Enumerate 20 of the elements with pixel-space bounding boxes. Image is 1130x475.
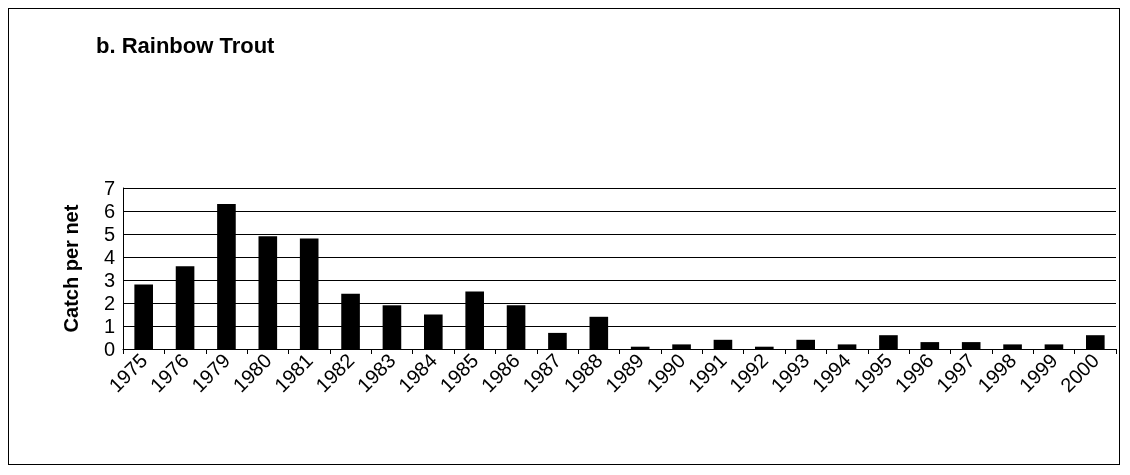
y-tick-label: 4 (103, 246, 115, 268)
bar (920, 342, 940, 349)
bar (1044, 344, 1064, 349)
bar (548, 332, 567, 349)
chart-title: b. Rainbow Trout (96, 32, 276, 58)
bar (879, 335, 898, 349)
y-tick-label: 1 (103, 315, 115, 337)
y-tick-label: 5 (103, 223, 115, 245)
bar (672, 344, 691, 349)
bar (961, 342, 981, 349)
y-tick-label: 7 (103, 177, 115, 199)
bar (713, 339, 733, 349)
y-tick-label: 2 (103, 292, 115, 314)
bar (796, 339, 815, 349)
bar (1086, 335, 1105, 349)
bar (1003, 344, 1022, 349)
bar (837, 344, 857, 349)
y-tick-label: 6 (103, 200, 115, 222)
y-tick-label: 3 (103, 269, 115, 291)
y-axis-title: Catch per net (60, 204, 82, 333)
